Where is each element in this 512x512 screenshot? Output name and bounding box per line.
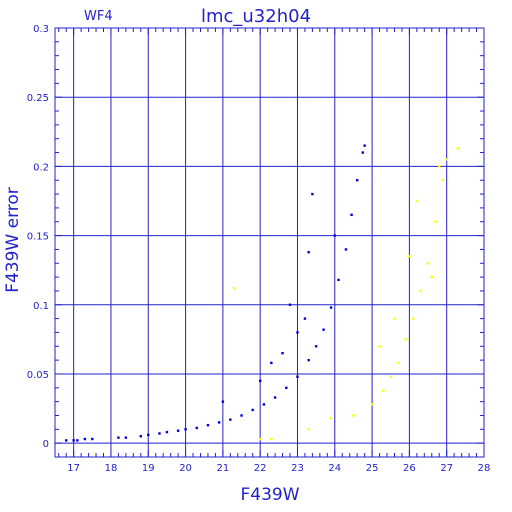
point-s1-22 bbox=[430, 275, 433, 279]
y-axis-label: F439W error bbox=[3, 187, 23, 293]
x-tick-label-21: 21 bbox=[217, 463, 230, 474]
point-s0-1 bbox=[72, 439, 75, 442]
point-s0-26 bbox=[329, 306, 333, 309]
point-s0-13 bbox=[195, 426, 198, 430]
y-tick-label-0: 0 bbox=[43, 439, 49, 450]
point-s0-16 bbox=[229, 418, 232, 421]
point-s0-8 bbox=[147, 433, 150, 437]
point-s0-34 bbox=[258, 379, 262, 383]
x-tick-label-24: 24 bbox=[328, 463, 341, 474]
x-tick-label-28: 28 bbox=[478, 463, 491, 474]
x-tick-label-20: 20 bbox=[179, 463, 192, 474]
x-tick-label-23: 23 bbox=[291, 463, 304, 474]
x-tick-label-27: 27 bbox=[440, 463, 453, 474]
point-s1-2 bbox=[270, 437, 273, 441]
point-s1-3 bbox=[307, 428, 310, 431]
point-s0-30 bbox=[355, 179, 359, 182]
point-s0-18 bbox=[251, 408, 254, 412]
point-s0-39 bbox=[311, 192, 314, 196]
point-s0-37 bbox=[303, 317, 307, 320]
point-s1-5 bbox=[352, 414, 355, 417]
point-s0-21 bbox=[285, 386, 288, 390]
axes bbox=[54, 27, 485, 458]
point-s1-6 bbox=[370, 403, 374, 406]
point-s1-9 bbox=[397, 361, 400, 365]
grid bbox=[55, 28, 484, 457]
point-s1-16 bbox=[445, 158, 448, 161]
point-s0-9 bbox=[158, 432, 161, 435]
point-s0-20 bbox=[273, 396, 277, 399]
point-s1-10 bbox=[404, 338, 407, 341]
point-s1-7 bbox=[382, 389, 385, 392]
point-s0-11 bbox=[176, 429, 180, 432]
y-tick-label-4: 0.2 bbox=[33, 162, 49, 173]
plot-frame bbox=[54, 27, 485, 458]
point-s0-19 bbox=[262, 403, 266, 406]
y-tick-label-3: 0.15 bbox=[27, 232, 49, 243]
point-s1-15 bbox=[441, 179, 445, 182]
point-s0-22 bbox=[296, 375, 299, 378]
point-s1-8 bbox=[389, 375, 392, 378]
x-tick-label-19: 19 bbox=[142, 463, 155, 474]
point-s0-6 bbox=[124, 436, 128, 439]
x-axis-label: F439W bbox=[240, 485, 299, 505]
point-s1-11 bbox=[411, 317, 415, 320]
tick-labels: 17 18 19 20 21 22 23 24 25 26 27 28 0 0.05 0.1 0.15 0.2 0… bbox=[27, 24, 491, 474]
point-s0-2 bbox=[76, 439, 79, 442]
point-s0-42 bbox=[288, 303, 292, 306]
point-s1-19 bbox=[393, 317, 396, 320]
point-s1-21 bbox=[415, 199, 419, 203]
point-s1-12 bbox=[419, 289, 422, 293]
point-s0-12 bbox=[184, 428, 187, 431]
point-s0-40 bbox=[333, 234, 336, 237]
y-tick-label-2: 0.1 bbox=[33, 301, 49, 312]
point-s0-0 bbox=[64, 439, 68, 442]
point-s0-38 bbox=[307, 250, 310, 254]
point-s0-25 bbox=[322, 328, 325, 331]
point-s0-41 bbox=[270, 361, 273, 365]
point-s0-5 bbox=[117, 436, 120, 439]
point-s0-36 bbox=[296, 331, 299, 334]
point-s1-17 bbox=[456, 147, 460, 150]
x-tick-label-17: 17 bbox=[67, 463, 80, 474]
point-s1-4 bbox=[329, 417, 333, 420]
y-tick-label-5: 0.25 bbox=[27, 93, 49, 104]
point-s0-14 bbox=[206, 423, 210, 427]
point-s1-0 bbox=[232, 286, 236, 290]
point-s1-1 bbox=[258, 437, 262, 441]
point-s0-33 bbox=[221, 400, 225, 403]
point-s0-15 bbox=[217, 421, 221, 424]
point-s0-29 bbox=[350, 213, 353, 217]
point-s0-32 bbox=[363, 144, 366, 147]
x-tick-label-18: 18 bbox=[105, 463, 118, 474]
point-s0-28 bbox=[344, 248, 348, 251]
point-s0-24 bbox=[314, 345, 318, 348]
point-s1-23 bbox=[438, 165, 441, 168]
point-s0-27 bbox=[337, 278, 340, 282]
point-s0-31 bbox=[361, 151, 364, 154]
point-s0-23 bbox=[307, 358, 310, 362]
y-tick-label-6: 0.3 bbox=[33, 24, 49, 35]
point-s1-13 bbox=[426, 262, 430, 265]
x-tick-label-25: 25 bbox=[366, 463, 379, 474]
data-points bbox=[64, 144, 460, 442]
point-s1-20 bbox=[408, 255, 411, 258]
chart-title: lmc_u32h04 bbox=[201, 6, 311, 27]
chart-subtitle: WF4 bbox=[84, 9, 113, 24]
point-s1-18 bbox=[378, 345, 381, 348]
point-s0-17 bbox=[240, 414, 243, 417]
point-s0-35 bbox=[281, 352, 284, 355]
point-s0-10 bbox=[165, 430, 169, 434]
x-tick-label-26: 26 bbox=[403, 463, 416, 474]
point-s0-3 bbox=[83, 437, 87, 441]
y-tick-label-1: 0.05 bbox=[27, 370, 49, 381]
point-s0-4 bbox=[91, 437, 94, 441]
point-s0-7 bbox=[139, 435, 142, 438]
point-s1-14 bbox=[434, 220, 437, 223]
x-tick-label-22: 22 bbox=[254, 463, 267, 474]
